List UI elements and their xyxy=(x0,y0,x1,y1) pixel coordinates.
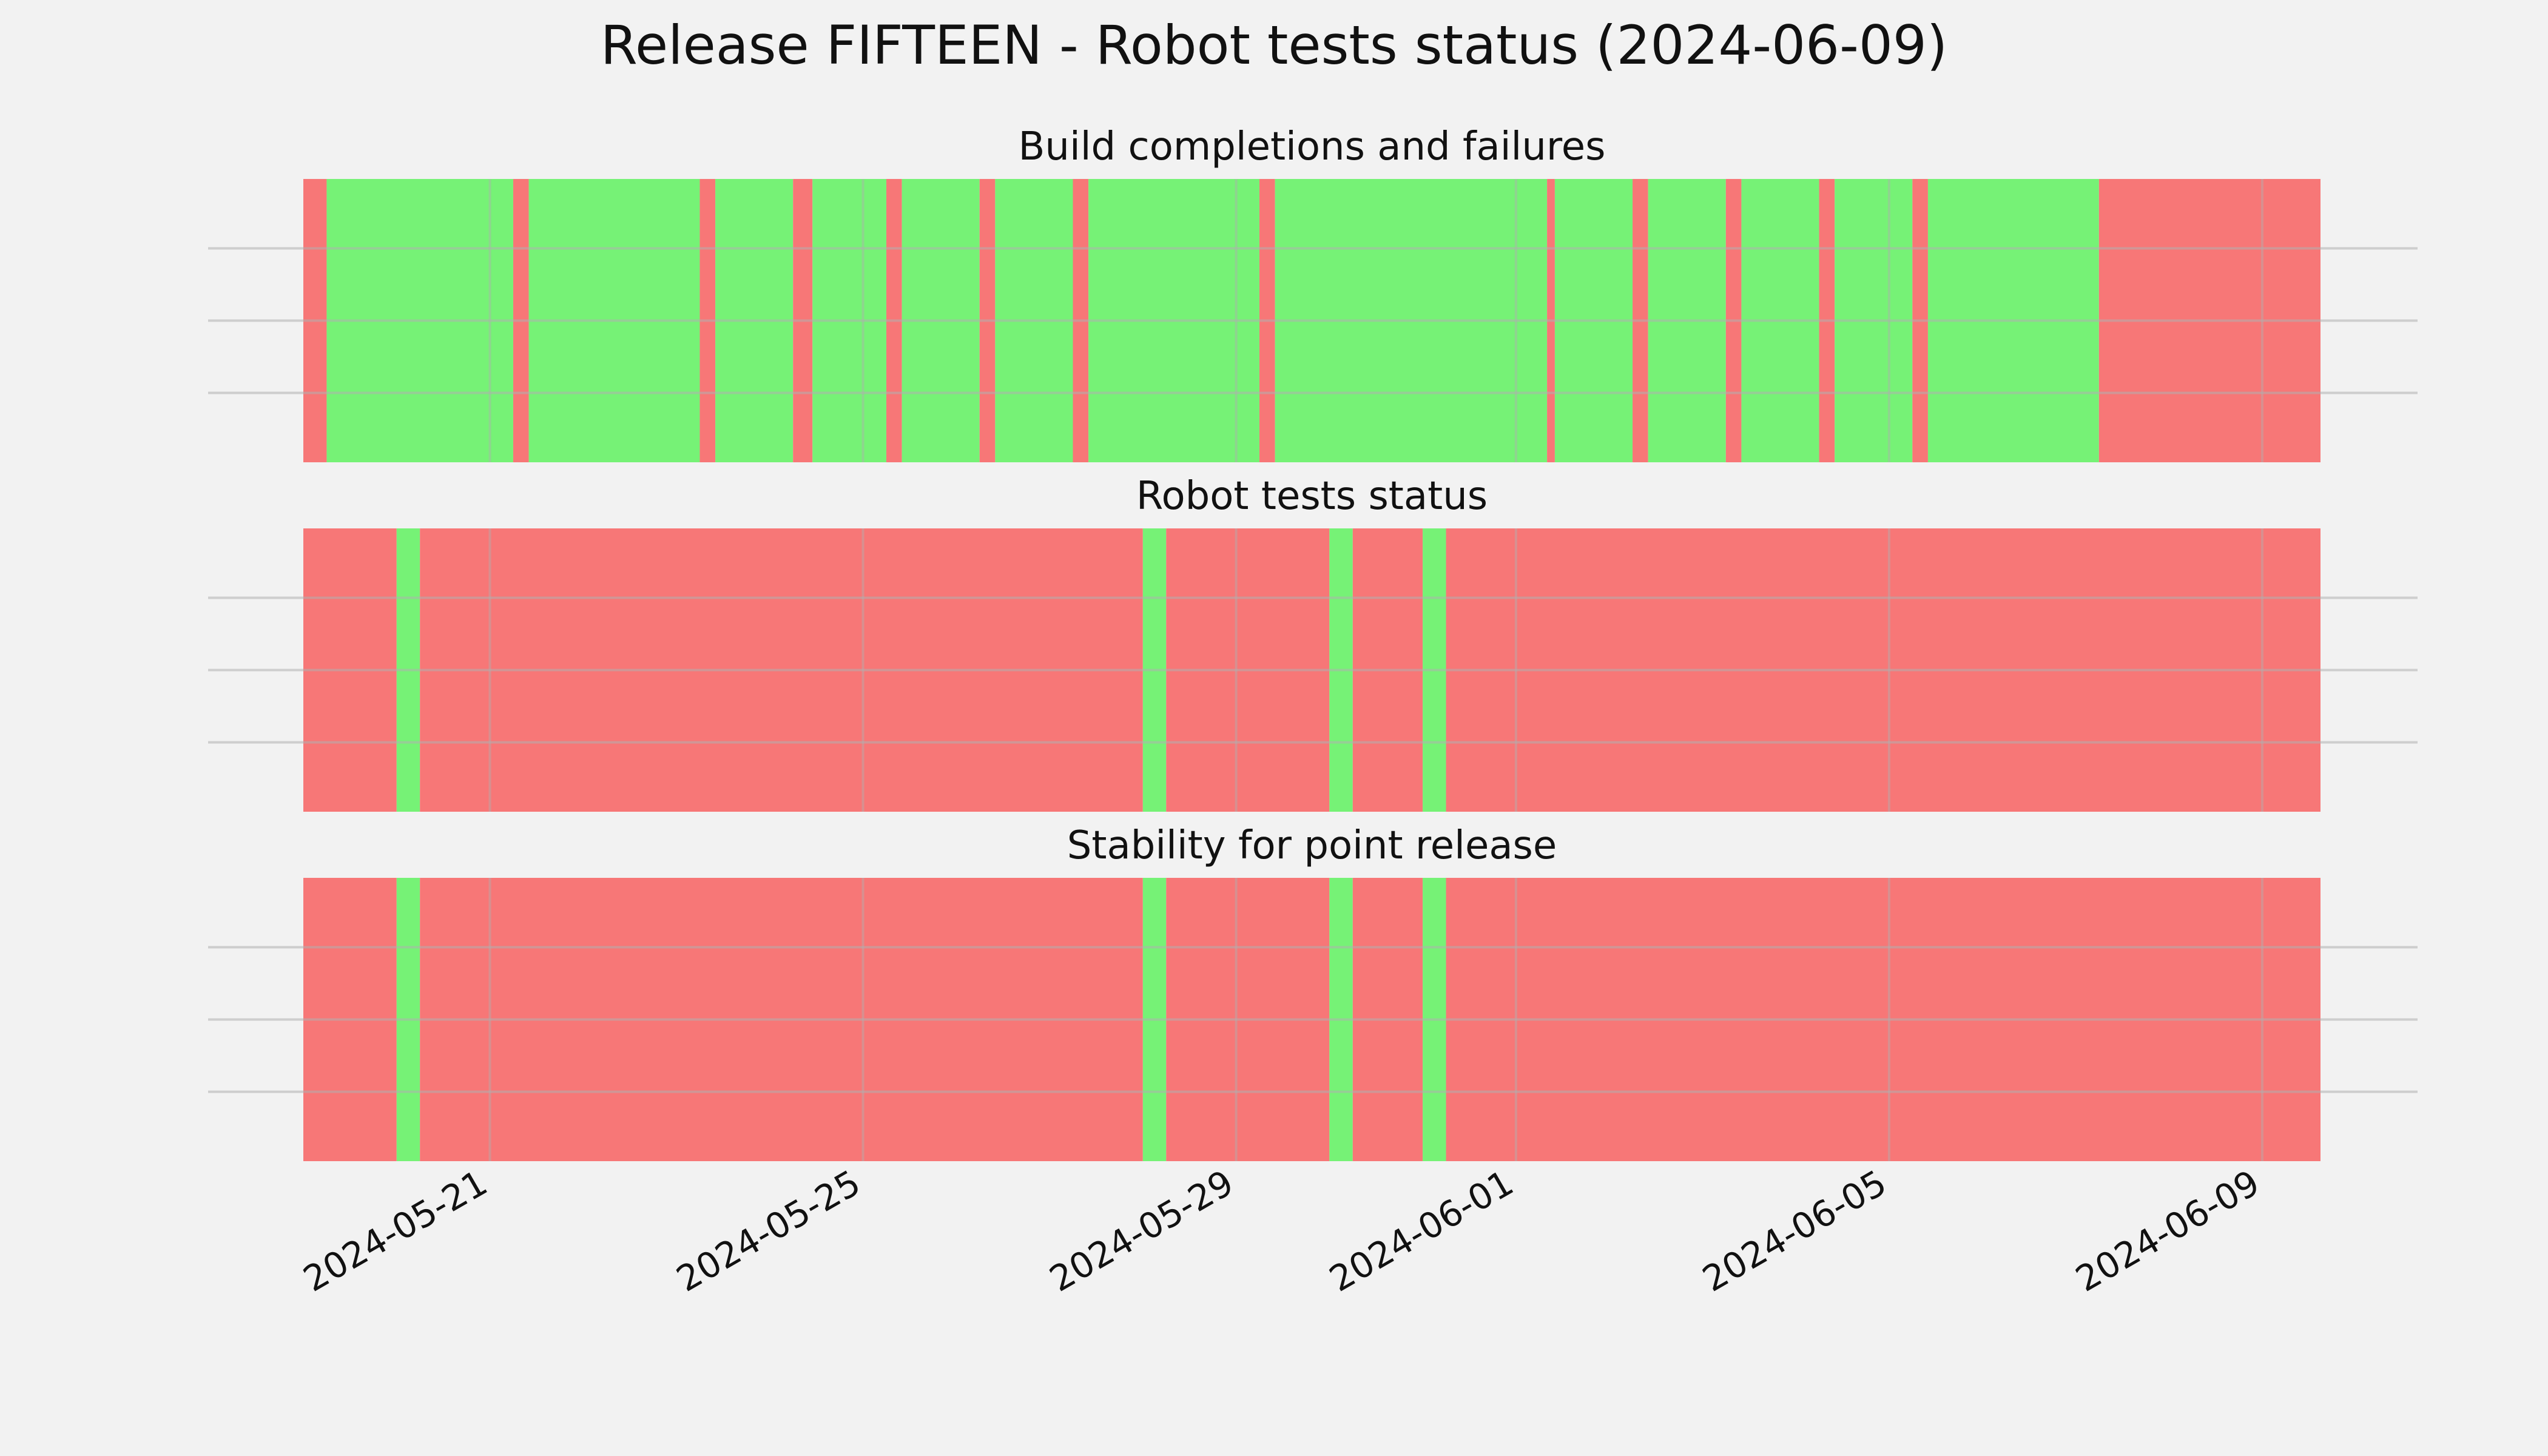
panel-title: Robot tests status xyxy=(1136,474,1488,519)
panel-title: Build completions and failures xyxy=(1019,124,1606,169)
panel-3: Stability for point release xyxy=(208,823,2418,1161)
panel-title: Stability for point release xyxy=(1067,823,1557,868)
panel-2: Robot tests status xyxy=(208,474,2418,812)
panel-1: Build completions and failures xyxy=(208,124,2418,462)
chart-title: Release FIFTEEN - Robot tests status (20… xyxy=(601,14,1947,76)
